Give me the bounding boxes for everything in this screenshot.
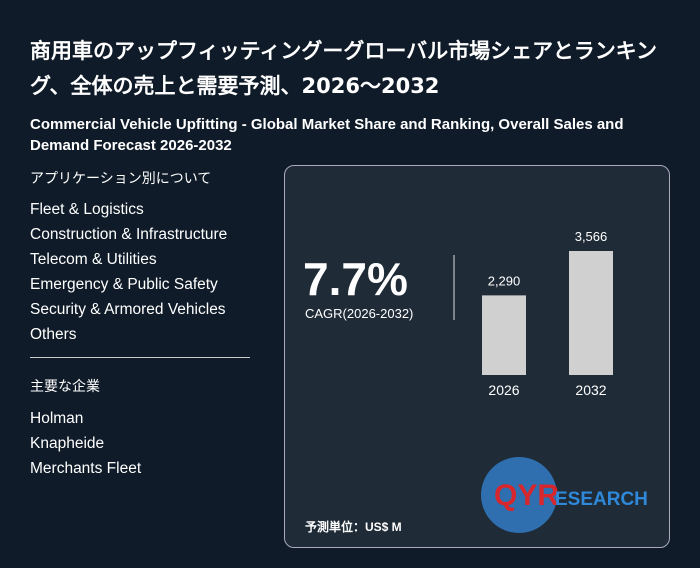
- applications-list: Fleet & Logistics Construction & Infrastr…: [30, 197, 227, 347]
- value-label: 2,290: [488, 273, 521, 288]
- logo-text: ESEARCH: [555, 489, 648, 510]
- subtitle: Commercial Vehicle Upfitting - Global Ma…: [30, 116, 624, 154]
- title: 商用車のアップフィッティングーグローバル市場シェアとランキング、全体の売上と需要…: [30, 39, 658, 98]
- bar: [569, 251, 613, 375]
- logo-globe: [481, 457, 557, 533]
- companies-heading: 主要な企業: [30, 378, 100, 394]
- divider: [30, 357, 250, 358]
- list-item: Security & Armored Vehicles: [30, 301, 226, 318]
- applications-heading: アプリケーション別について: [30, 170, 212, 186]
- cagr: 7.7%: [303, 253, 408, 305]
- logo-mark: QYR: [494, 479, 559, 512]
- companies-list: Holman Knapheide Merchants Fleet: [30, 406, 141, 481]
- list-item: Emergency & Public Safety: [30, 276, 218, 293]
- cagr-label: CAGR(2026-2032): [305, 306, 413, 321]
- x-tick-label: 2026: [488, 382, 519, 398]
- list-item: Construction & Infrastructure: [30, 226, 228, 243]
- value-label: 3,566: [575, 229, 608, 244]
- x-tick-label: 2032: [575, 382, 606, 398]
- list-item: Holman: [30, 410, 84, 427]
- list-item: Others: [30, 326, 77, 343]
- unit: 予測単位：US$ M: [305, 519, 402, 534]
- logo: QYR ESEARCH: [481, 457, 648, 533]
- list-item: Merchants Fleet: [30, 460, 142, 477]
- list-item: Telecom & Utilities: [30, 251, 157, 268]
- bar: [482, 295, 526, 375]
- list-item: Knapheide: [30, 435, 105, 452]
- list-item: Fleet & Logistics: [30, 201, 144, 218]
